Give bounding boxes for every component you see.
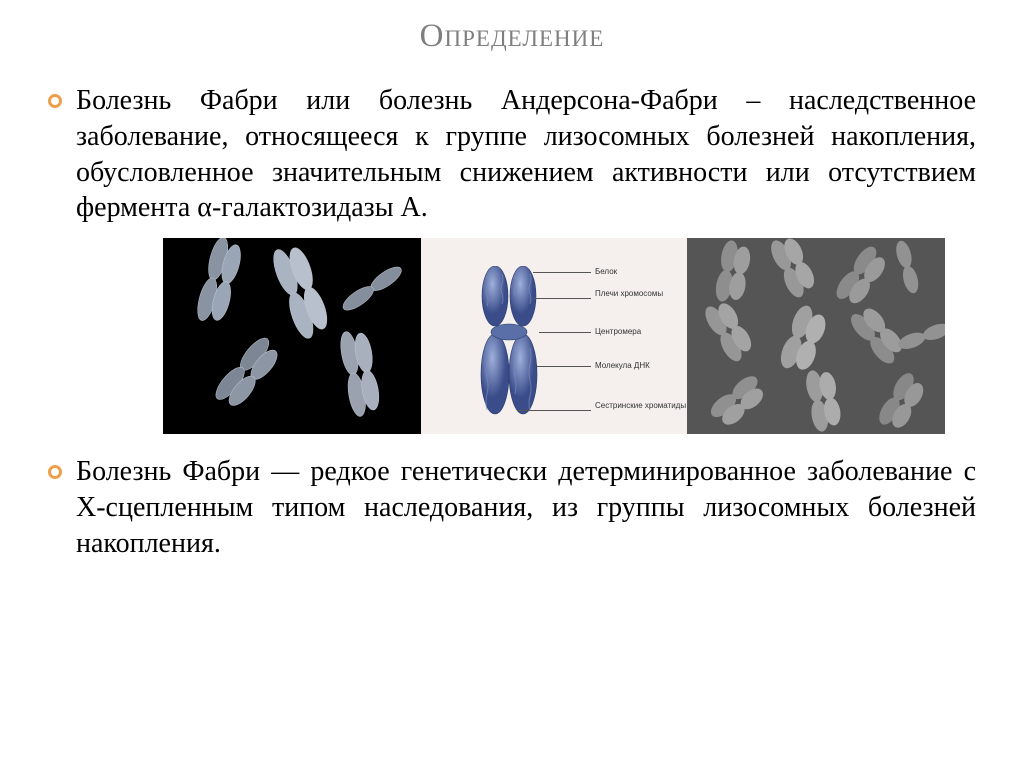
paragraph-2: Болезнь Фабри — редкое генетически детер… bbox=[48, 454, 976, 561]
paragraph-2-text: Болезнь Фабри — редкое генетически детер… bbox=[76, 454, 976, 561]
chromosome-photo-dark bbox=[163, 238, 421, 434]
bullet-icon bbox=[48, 94, 62, 108]
label-belok: Белок bbox=[595, 268, 617, 277]
label-sestr: Сестринские хроматиды bbox=[595, 402, 686, 411]
label-centromera: Центромера bbox=[595, 328, 641, 337]
chromosome-sem-photo bbox=[687, 238, 945, 434]
slide-title: Определение bbox=[48, 18, 976, 55]
image-gallery: Белок Плечи хромосомы Центромера Молекул… bbox=[48, 238, 976, 434]
paragraph-1-text: Болезнь Фабри или болезнь Андерсона-Фабр… bbox=[76, 83, 976, 226]
label-plechi: Плечи хромосомы bbox=[595, 290, 663, 299]
paragraph-1: Болезнь Фабри или болезнь Андерсона-Фабр… bbox=[48, 83, 976, 226]
label-dna: Молекула ДНК bbox=[595, 362, 650, 371]
bullet-icon bbox=[48, 465, 62, 479]
chromosome-diagram: Белок Плечи хромосомы Центромера Молекул… bbox=[421, 238, 687, 434]
